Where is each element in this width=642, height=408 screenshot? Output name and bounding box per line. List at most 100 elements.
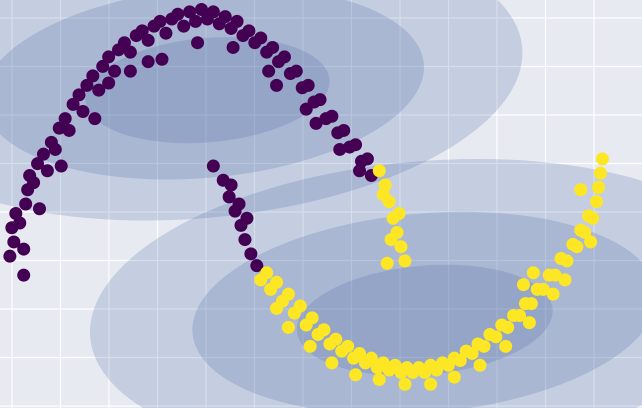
data-point-class-0 — [124, 65, 137, 78]
data-point-class-0 — [108, 65, 121, 78]
data-point-class-1 — [282, 288, 295, 301]
data-point-class-0 — [361, 152, 374, 165]
data-point-class-0 — [177, 20, 190, 33]
data-point-class-1 — [294, 300, 307, 313]
data-point-class-0 — [266, 41, 279, 54]
data-point-class-0 — [142, 34, 155, 47]
data-point-class-0 — [225, 179, 238, 192]
data-point-class-1 — [373, 373, 386, 386]
data-point-class-0 — [310, 117, 323, 130]
data-point-class-0 — [191, 36, 204, 49]
data-point-class-0 — [240, 212, 253, 225]
data-point-class-1 — [523, 316, 536, 329]
data-point-class-1 — [590, 195, 603, 208]
data-point-class-0 — [55, 160, 68, 173]
data-point-class-0 — [189, 15, 202, 28]
data-point-class-0 — [154, 15, 167, 28]
data-point-class-0 — [207, 5, 220, 18]
data-point-class-0 — [17, 243, 30, 256]
data-point-class-0 — [19, 198, 32, 211]
data-point-class-1 — [525, 297, 538, 310]
data-point-class-1 — [329, 333, 342, 346]
data-point-class-0 — [3, 250, 16, 263]
data-point-class-1 — [570, 240, 583, 253]
data-point-class-0 — [41, 164, 54, 177]
data-point-class-0 — [86, 69, 99, 82]
data-point-class-0 — [349, 138, 362, 151]
data-point-class-0 — [17, 269, 30, 282]
data-point-class-1 — [393, 207, 406, 220]
data-point-class-0 — [238, 233, 251, 246]
data-point-class-1 — [596, 152, 609, 165]
data-point-class-0 — [142, 55, 155, 68]
data-point-class-1 — [349, 368, 362, 381]
data-point-class-0 — [33, 202, 46, 215]
data-point-class-1 — [474, 359, 487, 372]
data-point-class-1 — [560, 254, 573, 267]
data-point-class-1 — [385, 233, 398, 246]
data-point-class-1 — [586, 212, 599, 225]
data-point-class-1 — [424, 378, 437, 391]
data-point-class-0 — [325, 110, 338, 123]
data-point-class-1 — [398, 254, 411, 267]
data-point-class-0 — [314, 93, 327, 106]
data-point-class-1 — [477, 340, 490, 353]
data-point-class-0 — [155, 53, 168, 66]
data-point-class-0 — [227, 41, 240, 54]
data-point-class-1 — [547, 288, 560, 301]
data-point-class-1 — [558, 273, 571, 286]
data-point-class-0 — [262, 65, 275, 78]
data-point-class-0 — [254, 31, 267, 44]
data-point-class-0 — [27, 176, 40, 189]
data-point-class-1 — [499, 340, 512, 353]
data-point-class-1 — [489, 330, 502, 343]
data-point-class-1 — [260, 266, 273, 279]
data-point-class-0 — [124, 46, 137, 59]
data-point-class-0 — [233, 198, 246, 211]
data-point-class-1 — [304, 340, 317, 353]
data-point-class-0 — [88, 112, 101, 125]
data-point-class-0 — [337, 124, 350, 137]
data-point-class-0 — [290, 65, 303, 78]
data-point-class-0 — [270, 79, 283, 92]
data-point-class-1 — [341, 340, 354, 353]
data-point-class-0 — [13, 216, 26, 229]
data-point-class-1 — [398, 378, 411, 391]
data-point-class-1 — [317, 323, 330, 336]
data-point-class-1 — [574, 183, 587, 196]
data-point-class-0 — [63, 124, 76, 137]
data-point-class-1 — [527, 266, 540, 279]
data-point-class-0 — [300, 103, 313, 116]
data-point-class-0 — [333, 143, 346, 156]
data-point-class-0 — [302, 79, 315, 92]
data-point-class-1 — [270, 276, 283, 289]
data-point-class-0 — [102, 77, 115, 90]
data-point-class-0 — [207, 160, 220, 173]
data-point-class-1 — [381, 257, 394, 270]
data-point-class-1 — [584, 235, 597, 248]
data-point-class-0 — [59, 112, 72, 125]
data-point-class-1 — [448, 371, 461, 384]
data-point-class-1 — [594, 167, 607, 180]
data-point-class-1 — [592, 181, 605, 194]
data-point-class-1 — [377, 188, 390, 201]
data-point-class-0 — [244, 247, 257, 260]
data-point-class-0 — [278, 50, 291, 63]
data-point-class-0 — [353, 164, 366, 177]
data-point-class-1 — [501, 321, 514, 334]
data-point-class-0 — [231, 15, 244, 28]
data-point-class-1 — [325, 356, 338, 369]
data-point-class-0 — [37, 148, 50, 161]
data-point-class-0 — [171, 8, 184, 21]
data-point-class-1 — [517, 278, 530, 291]
data-point-class-0 — [219, 10, 232, 23]
data-point-class-1 — [270, 302, 283, 315]
data-point-class-0 — [159, 27, 172, 40]
data-point-class-1 — [306, 311, 319, 324]
data-point-class-0 — [242, 24, 255, 37]
data-point-class-0 — [49, 143, 62, 156]
data-point-class-1 — [282, 321, 295, 334]
data-point-class-0 — [76, 105, 89, 118]
